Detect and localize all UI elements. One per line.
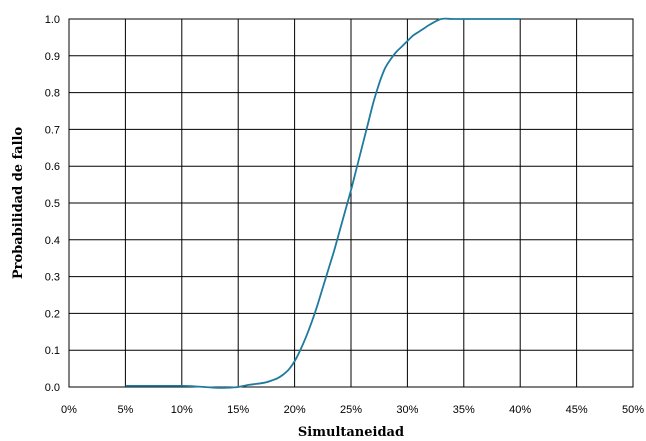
y-tick-label: 0.4 <box>45 235 60 247</box>
x-tick-label: 5% <box>117 404 133 416</box>
x-tick-label: 15% <box>227 404 249 416</box>
y-tick-label: 0.5 <box>45 198 60 210</box>
y-tick-label: 1.0 <box>45 14 60 26</box>
x-tick-label: 35% <box>453 404 475 416</box>
x-tick-label: 25% <box>340 404 362 416</box>
grid-lines <box>69 19 633 387</box>
y-tick-label: 0.9 <box>45 51 60 63</box>
y-tick-labels: 0.0 0.1 0.2 0.3 0.4 0.5 0.6 0.7 0.8 0.9 1.0 <box>45 14 60 394</box>
y-tick-label: 0.0 <box>45 382 60 394</box>
y-axis-title: Probabilidad de fallo <box>11 127 26 280</box>
x-tick-label: 45% <box>566 404 588 416</box>
x-tick-label: 10% <box>171 404 193 416</box>
x-tick-label: 0% <box>61 404 77 416</box>
series-line <box>125 17 521 389</box>
x-tick-labels: 0% 5% 10% 15% 20% 25% 30% 35% 40% 45% 50% <box>61 404 644 416</box>
plot-frame <box>68 18 634 388</box>
x-tick-label: 50% <box>622 404 644 416</box>
x-tick-label: 20% <box>284 404 306 416</box>
y-tick-label: 0.3 <box>45 272 60 284</box>
y-tick-label: 0.1 <box>45 345 60 357</box>
x-tick-label: 40% <box>509 404 531 416</box>
x-axis-title: Simultaneidad <box>298 425 404 440</box>
y-tick-label: 0.8 <box>45 88 60 100</box>
y-tick-label: 0.7 <box>45 124 60 136</box>
y-tick-label: 0.2 <box>45 308 60 320</box>
y-tick-label: 0.6 <box>45 161 60 173</box>
x-tick-label: 30% <box>396 404 418 416</box>
